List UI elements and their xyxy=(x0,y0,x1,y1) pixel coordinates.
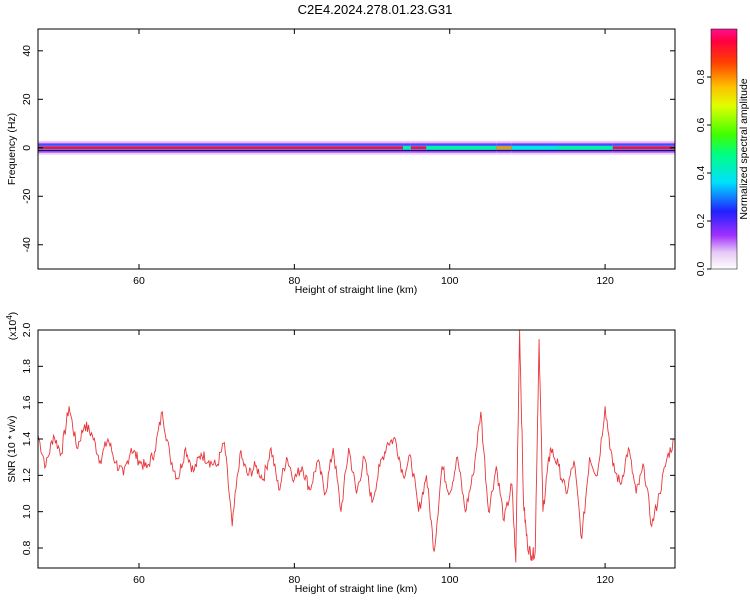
snr-x-axis-title: Height of straight line (km) xyxy=(295,583,418,595)
spectrogram-y-tick-label: 40 xyxy=(21,45,33,57)
snr-y-tick-label: 1.6 xyxy=(21,395,33,410)
spectrogram-y-tick-label: 0 xyxy=(21,145,33,151)
spectrogram-band xyxy=(410,140,427,155)
snr-y-tick-label: 1.8 xyxy=(21,359,33,374)
spectrogram-x-tick-label: 120 xyxy=(596,275,614,287)
snr-y-tick-label: 1.4 xyxy=(21,432,33,447)
snr-y-multiplier: (x104) xyxy=(5,312,19,340)
snr-x-tick-label: 60 xyxy=(133,574,145,586)
spectrogram-band xyxy=(496,140,512,155)
snr-plot-area xyxy=(38,330,675,563)
colorbar-tick-label: 0.6 xyxy=(695,118,707,133)
spectrogram-band-core xyxy=(403,146,411,150)
snr-series-line xyxy=(38,330,675,563)
spectrogram-y-axis-title: Frequency (Hz) xyxy=(6,113,18,185)
spectrogram-x-tick-label: 80 xyxy=(289,275,301,287)
spectrogram-band-core xyxy=(496,146,512,150)
spectrogram-band-core xyxy=(558,146,613,150)
spectrogram-band xyxy=(558,140,613,155)
colorbar-tick-label: 0.8 xyxy=(695,70,707,85)
spectrogram-band xyxy=(426,140,497,155)
snr-y-tick-label: 1.2 xyxy=(21,468,33,483)
spectrogram-band xyxy=(511,140,559,155)
spectrogram-plot-area xyxy=(38,140,675,155)
spectrogram-axes: 60 80 100 120 -40 -20 0 20 40 xyxy=(21,29,675,287)
snr-frame xyxy=(37,329,676,569)
spectrogram-y-tick-label: -40 xyxy=(21,237,33,252)
snr-y-tick-label: 0.8 xyxy=(21,541,33,556)
colorbar: 0.0 0.2 0.4 0.6 0.8 Normalized spectral ampl… xyxy=(695,28,750,277)
spectrogram-x-tick-label: 100 xyxy=(441,275,459,287)
spectrogram-band xyxy=(403,140,411,155)
spectrogram-band-core xyxy=(426,146,497,150)
colorbar-title: Normalized spectral amplitude xyxy=(738,78,750,219)
snr-x-tick-label: 80 xyxy=(289,574,301,586)
snr-panel: 60 80 100 120 0.8 1.0 1.2 1.4 1.6 1.8 2.0 Height o… xyxy=(5,312,676,595)
spectrogram-y-tick-label: 20 xyxy=(21,93,33,105)
spectrogram-band-core xyxy=(410,146,427,150)
snr-x-tick-label: 120 xyxy=(596,574,614,586)
colorbar-tick-label: 0.0 xyxy=(695,262,707,277)
figure-title: C2E4.2024.278.01.23.G31 xyxy=(298,2,453,17)
snr-axes: 60 80 100 120 0.8 1.0 1.2 1.4 1.6 1.8 2.0 xyxy=(21,323,675,586)
snr-y-multiplier-exp: 4 xyxy=(5,315,14,320)
snr-x-tick-label: 100 xyxy=(441,574,459,586)
colorbar-scale xyxy=(710,28,738,270)
snr-y-tick-label: 1.0 xyxy=(21,504,33,519)
snr-y-tick-label: 2.0 xyxy=(21,323,33,338)
spectrogram-frame xyxy=(37,28,676,270)
spectrogram-x-axis-title: Height of straight line (km) xyxy=(295,284,418,296)
spectrogram-band-core xyxy=(612,146,675,150)
spectrogram-band-core xyxy=(38,146,404,150)
snr-y-axis-title: SNR (10 * v/v) xyxy=(6,415,18,482)
spectrogram-panel: 60 80 100 120 -40 -20 0 20 40 Height of straight… xyxy=(6,28,676,296)
spectrogram-y-tick-label: -20 xyxy=(21,189,33,204)
colorbar-ticks: 0.0 0.2 0.4 0.6 0.8 xyxy=(695,70,711,277)
spectrogram-band xyxy=(38,140,404,155)
colorbar-tick-label: 0.2 xyxy=(695,214,707,229)
snr-y-multiplier-close: ) xyxy=(7,312,19,316)
spectrogram-band xyxy=(612,140,675,155)
spectrogram-band-core xyxy=(511,146,559,150)
colorbar-tick-label: 0.4 xyxy=(695,166,707,181)
spectrogram-x-tick-label: 60 xyxy=(133,275,145,287)
snr-y-multiplier-base: (x10 xyxy=(7,320,19,341)
